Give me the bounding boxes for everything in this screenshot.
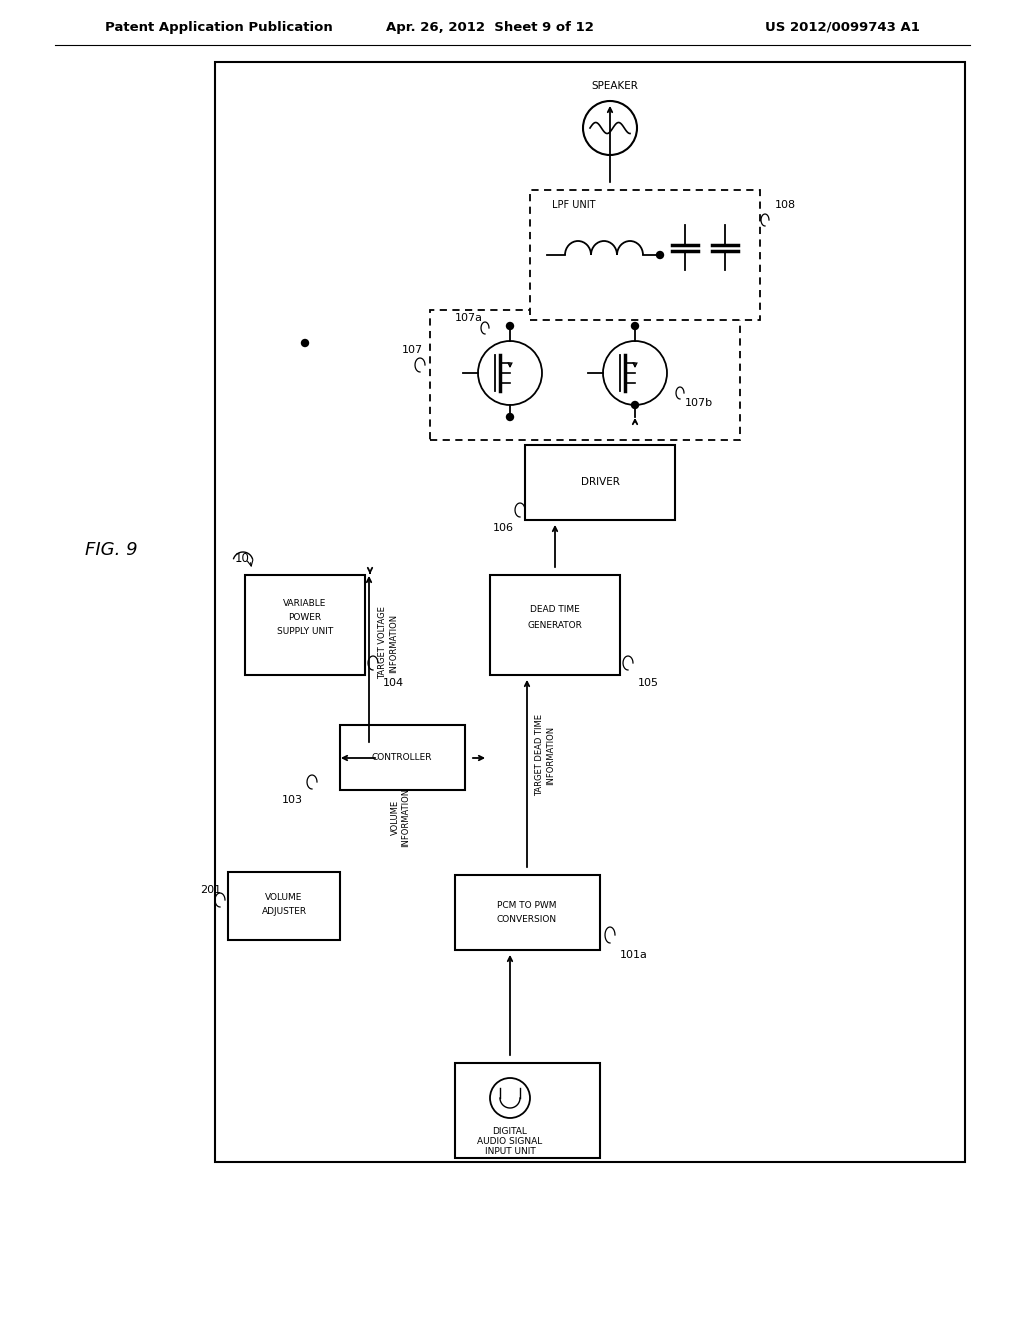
Bar (430, 310, 740, 440)
Bar (455, 875, 600, 950)
Text: Apr. 26, 2012  Sheet 9 of 12: Apr. 26, 2012 Sheet 9 of 12 (386, 21, 594, 33)
Text: ADJUSTER: ADJUSTER (261, 908, 306, 916)
Text: GENERATOR: GENERATOR (527, 620, 583, 630)
Text: VOLUME: VOLUME (390, 800, 399, 834)
Text: INFORMATION: INFORMATION (389, 614, 398, 673)
Text: 108: 108 (775, 201, 796, 210)
Text: VARIABLE: VARIABLE (284, 598, 327, 607)
Text: TARGET VOLTAGE: TARGET VOLTAGE (379, 607, 387, 680)
Text: US 2012/0099743 A1: US 2012/0099743 A1 (765, 21, 920, 33)
Text: CONTROLLER: CONTROLLER (372, 752, 432, 762)
Text: INPUT UNIT: INPUT UNIT (484, 1147, 536, 1155)
Bar (245, 576, 365, 675)
Bar (530, 190, 760, 319)
Text: 103: 103 (282, 795, 303, 805)
Bar (215, 62, 965, 1162)
Text: 104: 104 (383, 678, 404, 688)
Text: SUPPLY UNIT: SUPPLY UNIT (276, 627, 333, 635)
Text: 107b: 107b (685, 399, 713, 408)
Circle shape (507, 322, 513, 330)
Text: 10: 10 (234, 552, 250, 565)
Circle shape (507, 413, 513, 421)
Bar (340, 725, 465, 789)
Bar (490, 576, 620, 675)
Text: DEAD TIME: DEAD TIME (530, 606, 580, 615)
Text: TARGET DEAD TIME: TARGET DEAD TIME (536, 714, 545, 796)
Text: 201: 201 (200, 884, 221, 895)
Text: VOLUME: VOLUME (265, 894, 303, 903)
Text: SPEAKER: SPEAKER (592, 81, 638, 91)
Text: INFORMATION: INFORMATION (547, 726, 555, 784)
Text: DRIVER: DRIVER (581, 477, 620, 487)
Bar (525, 445, 675, 520)
Text: LPF UNIT: LPF UNIT (552, 201, 596, 210)
Circle shape (632, 322, 639, 330)
Text: 105: 105 (638, 678, 659, 688)
Text: FIG. 9: FIG. 9 (85, 541, 137, 558)
Text: 101a: 101a (620, 950, 648, 960)
Text: INFORMATION: INFORMATION (401, 788, 411, 846)
Text: POWER: POWER (289, 612, 322, 622)
Text: 106: 106 (493, 523, 514, 533)
Circle shape (632, 401, 639, 408)
Text: PCM TO PWM: PCM TO PWM (498, 900, 557, 909)
Text: AUDIO SIGNAL: AUDIO SIGNAL (477, 1137, 543, 1146)
Text: DIGITAL: DIGITAL (493, 1126, 527, 1135)
Circle shape (656, 252, 664, 259)
Text: 107: 107 (402, 345, 423, 355)
Bar (228, 873, 340, 940)
Bar (455, 1063, 600, 1158)
Text: CONVERSION: CONVERSION (497, 916, 557, 924)
Circle shape (301, 339, 308, 346)
Text: 107a: 107a (455, 313, 483, 323)
Text: Patent Application Publication: Patent Application Publication (105, 21, 333, 33)
